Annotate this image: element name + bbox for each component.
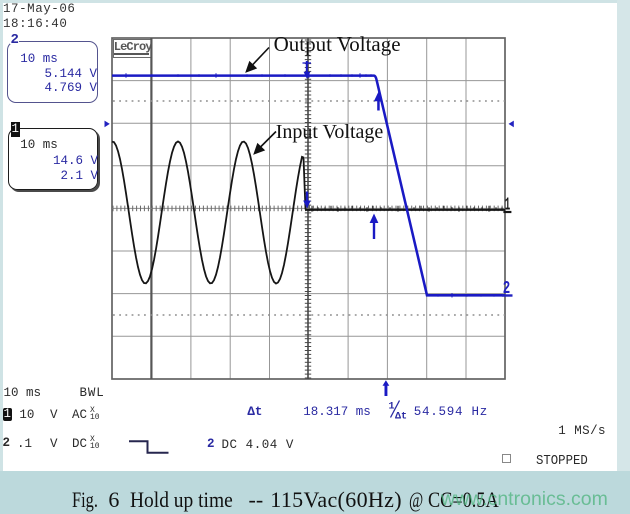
svg-text:2: 2 [503,279,511,299]
svg-text:Δt: Δt [395,412,407,422]
svg-text:1: 1 [505,196,511,216]
svg-text:1: 1 [389,402,395,413]
